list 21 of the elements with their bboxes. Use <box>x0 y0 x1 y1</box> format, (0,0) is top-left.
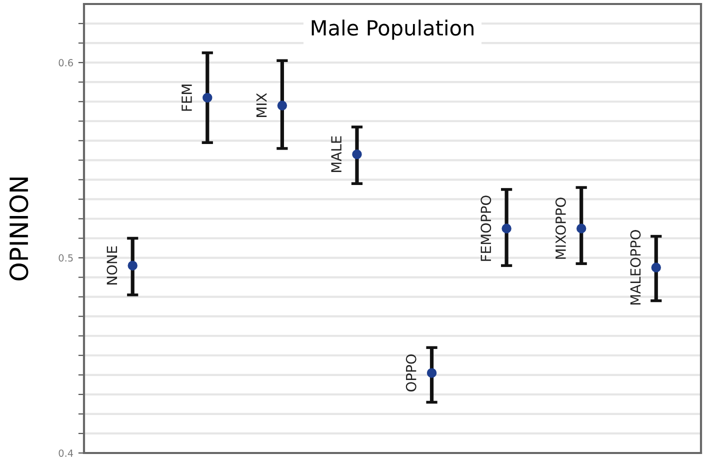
x-tick-label: FEMOPPO <box>480 196 492 261</box>
x-tick-label: OPPO <box>406 354 416 392</box>
point <box>277 100 288 110</box>
x-tick-label: MIX <box>256 93 267 117</box>
point <box>426 368 437 378</box>
x-tick-label: MALE <box>331 136 342 172</box>
x-tick-label: FEM <box>182 84 192 111</box>
y-tick-label: 0.6 <box>58 59 73 66</box>
point <box>202 92 212 103</box>
point <box>352 149 362 160</box>
y-axis-title: OPINION <box>9 178 28 280</box>
x-tick-label: MIXOPPO <box>555 198 566 259</box>
point <box>576 224 586 234</box>
point <box>502 224 512 234</box>
x-tick-label: MALEOPPO <box>630 230 641 304</box>
y-tick-label: 0.5 <box>58 254 73 262</box>
point <box>128 260 138 270</box>
x-tick-label: NONE <box>106 246 118 284</box>
text: Male Population <box>312 20 474 40</box>
y-tick-label: 0.4 <box>58 449 74 457</box>
point <box>651 262 661 272</box>
